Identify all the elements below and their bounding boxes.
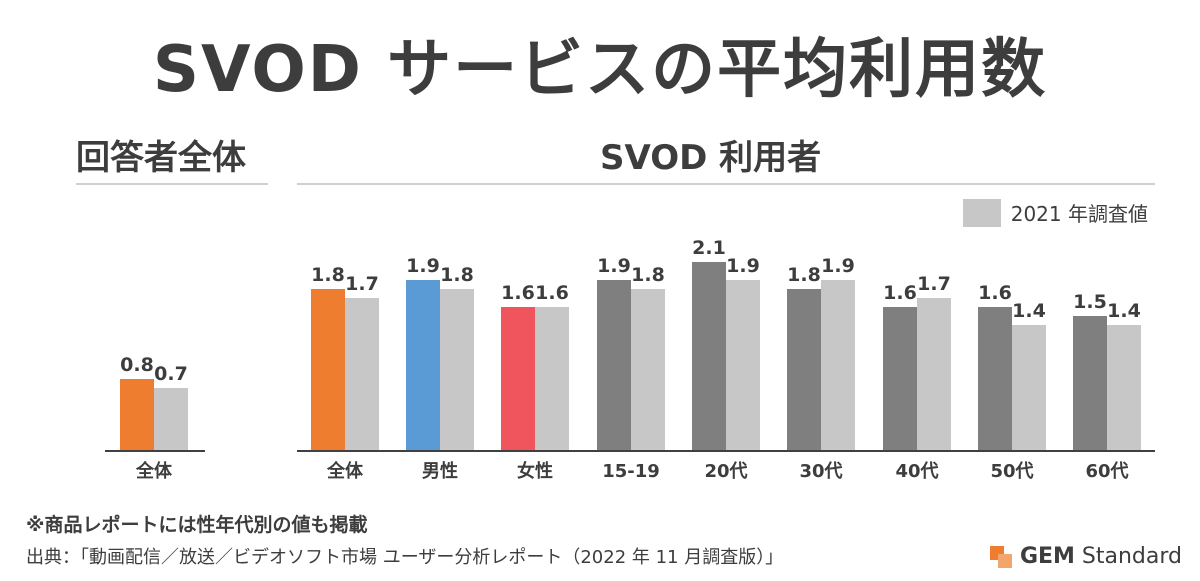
x-tick-label-0: 全体 [135,460,173,482]
legend-label-2021: 2021 年調査値 [1010,202,1148,226]
x-tick-label-8: 50代 [990,461,1033,482]
brand-name: GEM Standard [1020,544,1182,569]
bar-2021-5 [726,280,760,451]
data-label-2022-8: 1.6 [978,282,1012,304]
bar-2021-9 [1107,325,1141,451]
data-label-2022-9: 1.5 [1073,291,1107,313]
data-label-2022-2: 1.9 [406,255,440,277]
section-label-all-respondents: 回答者全体 [76,138,246,178]
legend-swatch-2021 [962,198,1001,227]
bar-2021-1 [345,298,379,451]
data-label-2022-1: 1.8 [311,264,345,286]
data-label-2021-9: 1.4 [1107,300,1141,322]
x-tick-label-4: 15-19 [602,461,660,482]
data-label-2021-2: 1.8 [440,264,474,286]
data-label-2021-7: 1.7 [917,273,951,295]
data-label-2022-3: 1.6 [501,282,535,304]
bar-2022-2 [406,280,440,451]
data-label-2021-0: 0.7 [154,363,188,385]
x-tick-label-9: 60代 [1085,461,1128,482]
chart-legend: 2021 年調査値 [962,198,1148,227]
bar-2021-8 [1012,325,1046,451]
data-label-2022-4: 1.9 [597,255,631,277]
bar-2021-6 [821,280,855,451]
source-citation: 出典：「動画配信／放送／ビデオソフト市場 ユーザー分析レポート（2022 年 1… [26,547,784,568]
footnote: ※商品レポートには性年代別の値も掲載 [26,514,368,536]
section-label-svod-users: SVOD 利用者 [600,138,822,178]
x-tick-label-7: 40代 [895,461,938,482]
bar-2022-6 [787,289,821,451]
brand-logo: GEM Standard [989,544,1182,569]
bar-2021-7 [917,298,951,451]
data-label-2022-0: 0.8 [120,354,154,376]
x-tick-label-2: 男性 [422,460,458,482]
bar-2022-8 [978,307,1012,451]
data-label-2021-3: 1.6 [535,282,569,304]
x-tick-label-3: 女性 [517,460,553,482]
bar-2022-5 [692,262,726,451]
data-label-2021-8: 1.4 [1012,300,1046,322]
x-tick-label-6: 30代 [799,461,842,482]
data-label-2021-6: 1.9 [821,255,855,277]
bar-2021-2 [440,289,474,451]
section-divider-left [76,183,268,185]
x-tick-label-1: 全体 [326,460,364,482]
data-label-2021-4: 1.8 [631,264,665,286]
data-label-2022-6: 1.8 [787,264,821,286]
data-label-2021-5: 1.9 [726,255,760,277]
bar-2021-4 [631,289,665,451]
x-tick-label-5: 20代 [704,461,747,482]
bar-2022-3 [501,307,535,451]
bar-2021-0 [154,388,188,451]
bar-2022-7 [883,307,917,451]
brand-name-rest: Standard [1074,544,1182,569]
brand-name-bold: GEM [1019,544,1075,569]
bar-2021-3 [535,307,569,451]
bar-2022-9 [1073,316,1107,451]
page-title: SVOD サービスの平均利用数 [152,33,1048,107]
data-label-2021-1: 1.7 [345,273,379,295]
bar-2022-4 [597,280,631,451]
data-label-2022-7: 1.6 [883,282,917,304]
data-label-2022-5: 2.1 [692,237,726,259]
bar-2022-1 [311,289,345,451]
bar-2022-0 [120,379,154,451]
section-divider-right [297,183,1155,185]
gem-logo-icon [989,545,1012,568]
